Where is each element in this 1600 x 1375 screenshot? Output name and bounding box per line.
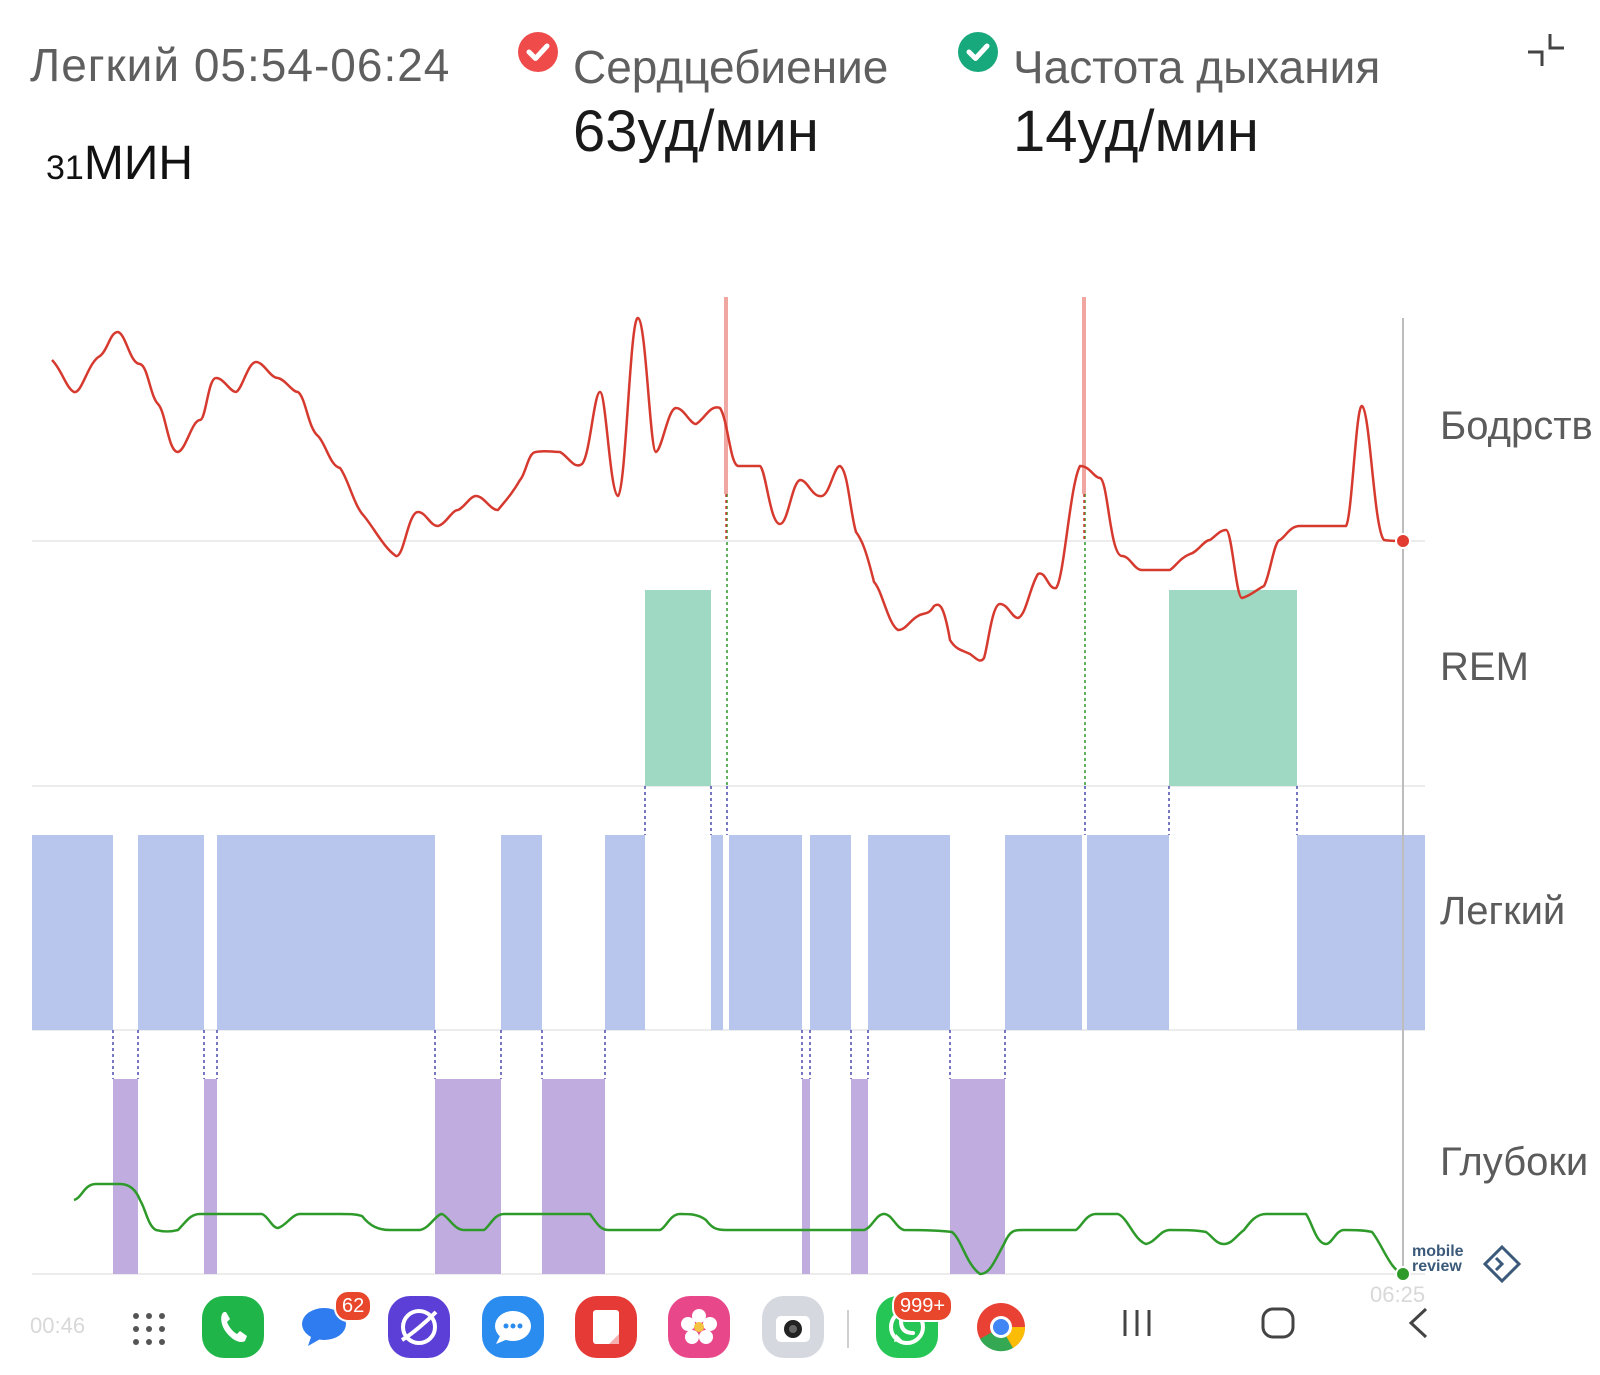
light-block: [711, 835, 723, 1030]
stage-label-light: Легкий: [1440, 889, 1566, 933]
light-block: [1087, 835, 1169, 1030]
awake-connectors: [726, 494, 1086, 786]
deep-block: [113, 1079, 138, 1274]
dock-divider: [847, 1310, 849, 1348]
deep-block: [204, 1079, 217, 1274]
stage-time-title: Легкий 05:54-06:24: [30, 39, 451, 91]
light-block: [32, 835, 113, 1030]
chat-icon[interactable]: [482, 1296, 544, 1358]
rem-block: [645, 590, 711, 786]
heart-rate-line: [51, 316, 1404, 662]
deep-block: [435, 1079, 501, 1274]
breath-check-icon: [958, 32, 998, 72]
breath-current-dot: [1395, 1266, 1411, 1282]
light-block: [605, 835, 645, 1030]
stage-label-awake: Бодрств: [1440, 404, 1593, 448]
x-end-time: 06:25: [1370, 1282, 1426, 1307]
watermark-line-2: review: [1412, 1258, 1462, 1275]
chrome-icon[interactable]: [970, 1296, 1032, 1358]
deep-block: [802, 1079, 810, 1274]
heart-current-dot: [1395, 533, 1411, 549]
light-block: [729, 835, 802, 1030]
light-block: [810, 835, 851, 1030]
deep-connectors: [112, 1030, 1006, 1079]
sleep-chart: [32, 297, 1425, 1282]
rem-block: [1169, 590, 1297, 786]
gallery-icon[interactable]: [668, 1296, 730, 1358]
heart-rate-label: Сердцебиение: [573, 41, 889, 93]
deep-block: [950, 1079, 1005, 1274]
breathing-rate-label: Частота дыхания: [1013, 41, 1381, 93]
light-block: [138, 835, 204, 1030]
breathing-rate-line: [73, 1182, 1404, 1276]
back-icon[interactable]: [1406, 1306, 1432, 1345]
collapse-icon[interactable]: [1524, 28, 1568, 72]
light-block: [1297, 835, 1425, 1030]
recents-icon[interactable]: [1120, 1306, 1154, 1345]
duration-number: 31: [46, 149, 84, 187]
watermark-diamond-icon: [1482, 1244, 1522, 1284]
stage-duration: 31МИН: [46, 136, 193, 191]
notes-icon[interactable]: [575, 1296, 637, 1358]
mobile-review-logo: mobile review: [1412, 1243, 1522, 1284]
breathing-rate-value: 14уд/мин: [1013, 99, 1259, 164]
deep-block: [851, 1079, 868, 1274]
watermark-line-1: mobile: [1412, 1243, 1464, 1260]
deep-block: [542, 1079, 605, 1274]
home-icon[interactable]: [1260, 1306, 1296, 1345]
messages-badge: 62: [334, 1290, 373, 1322]
stage-label-deep: Глубоки: [1440, 1140, 1589, 1184]
stage-label-rem: REM: [1440, 645, 1529, 689]
whatsapp-badge: 999+: [892, 1290, 954, 1322]
phone-icon[interactable]: [202, 1296, 264, 1358]
heart-check-icon: [518, 32, 558, 72]
light-block: [501, 835, 542, 1030]
light-block: [1005, 835, 1082, 1030]
duration-unit: МИН: [83, 137, 193, 190]
rem-connectors: [644, 786, 1298, 835]
internet-icon[interactable]: [388, 1296, 450, 1358]
heart-rate-value: 63уд/мин: [573, 99, 819, 164]
light-block: [868, 835, 950, 1030]
light-block: [217, 835, 435, 1030]
camera-icon[interactable]: [762, 1296, 824, 1358]
x-start-time: 00:46: [30, 1313, 86, 1338]
apps-grid-icon[interactable]: [132, 1312, 166, 1346]
